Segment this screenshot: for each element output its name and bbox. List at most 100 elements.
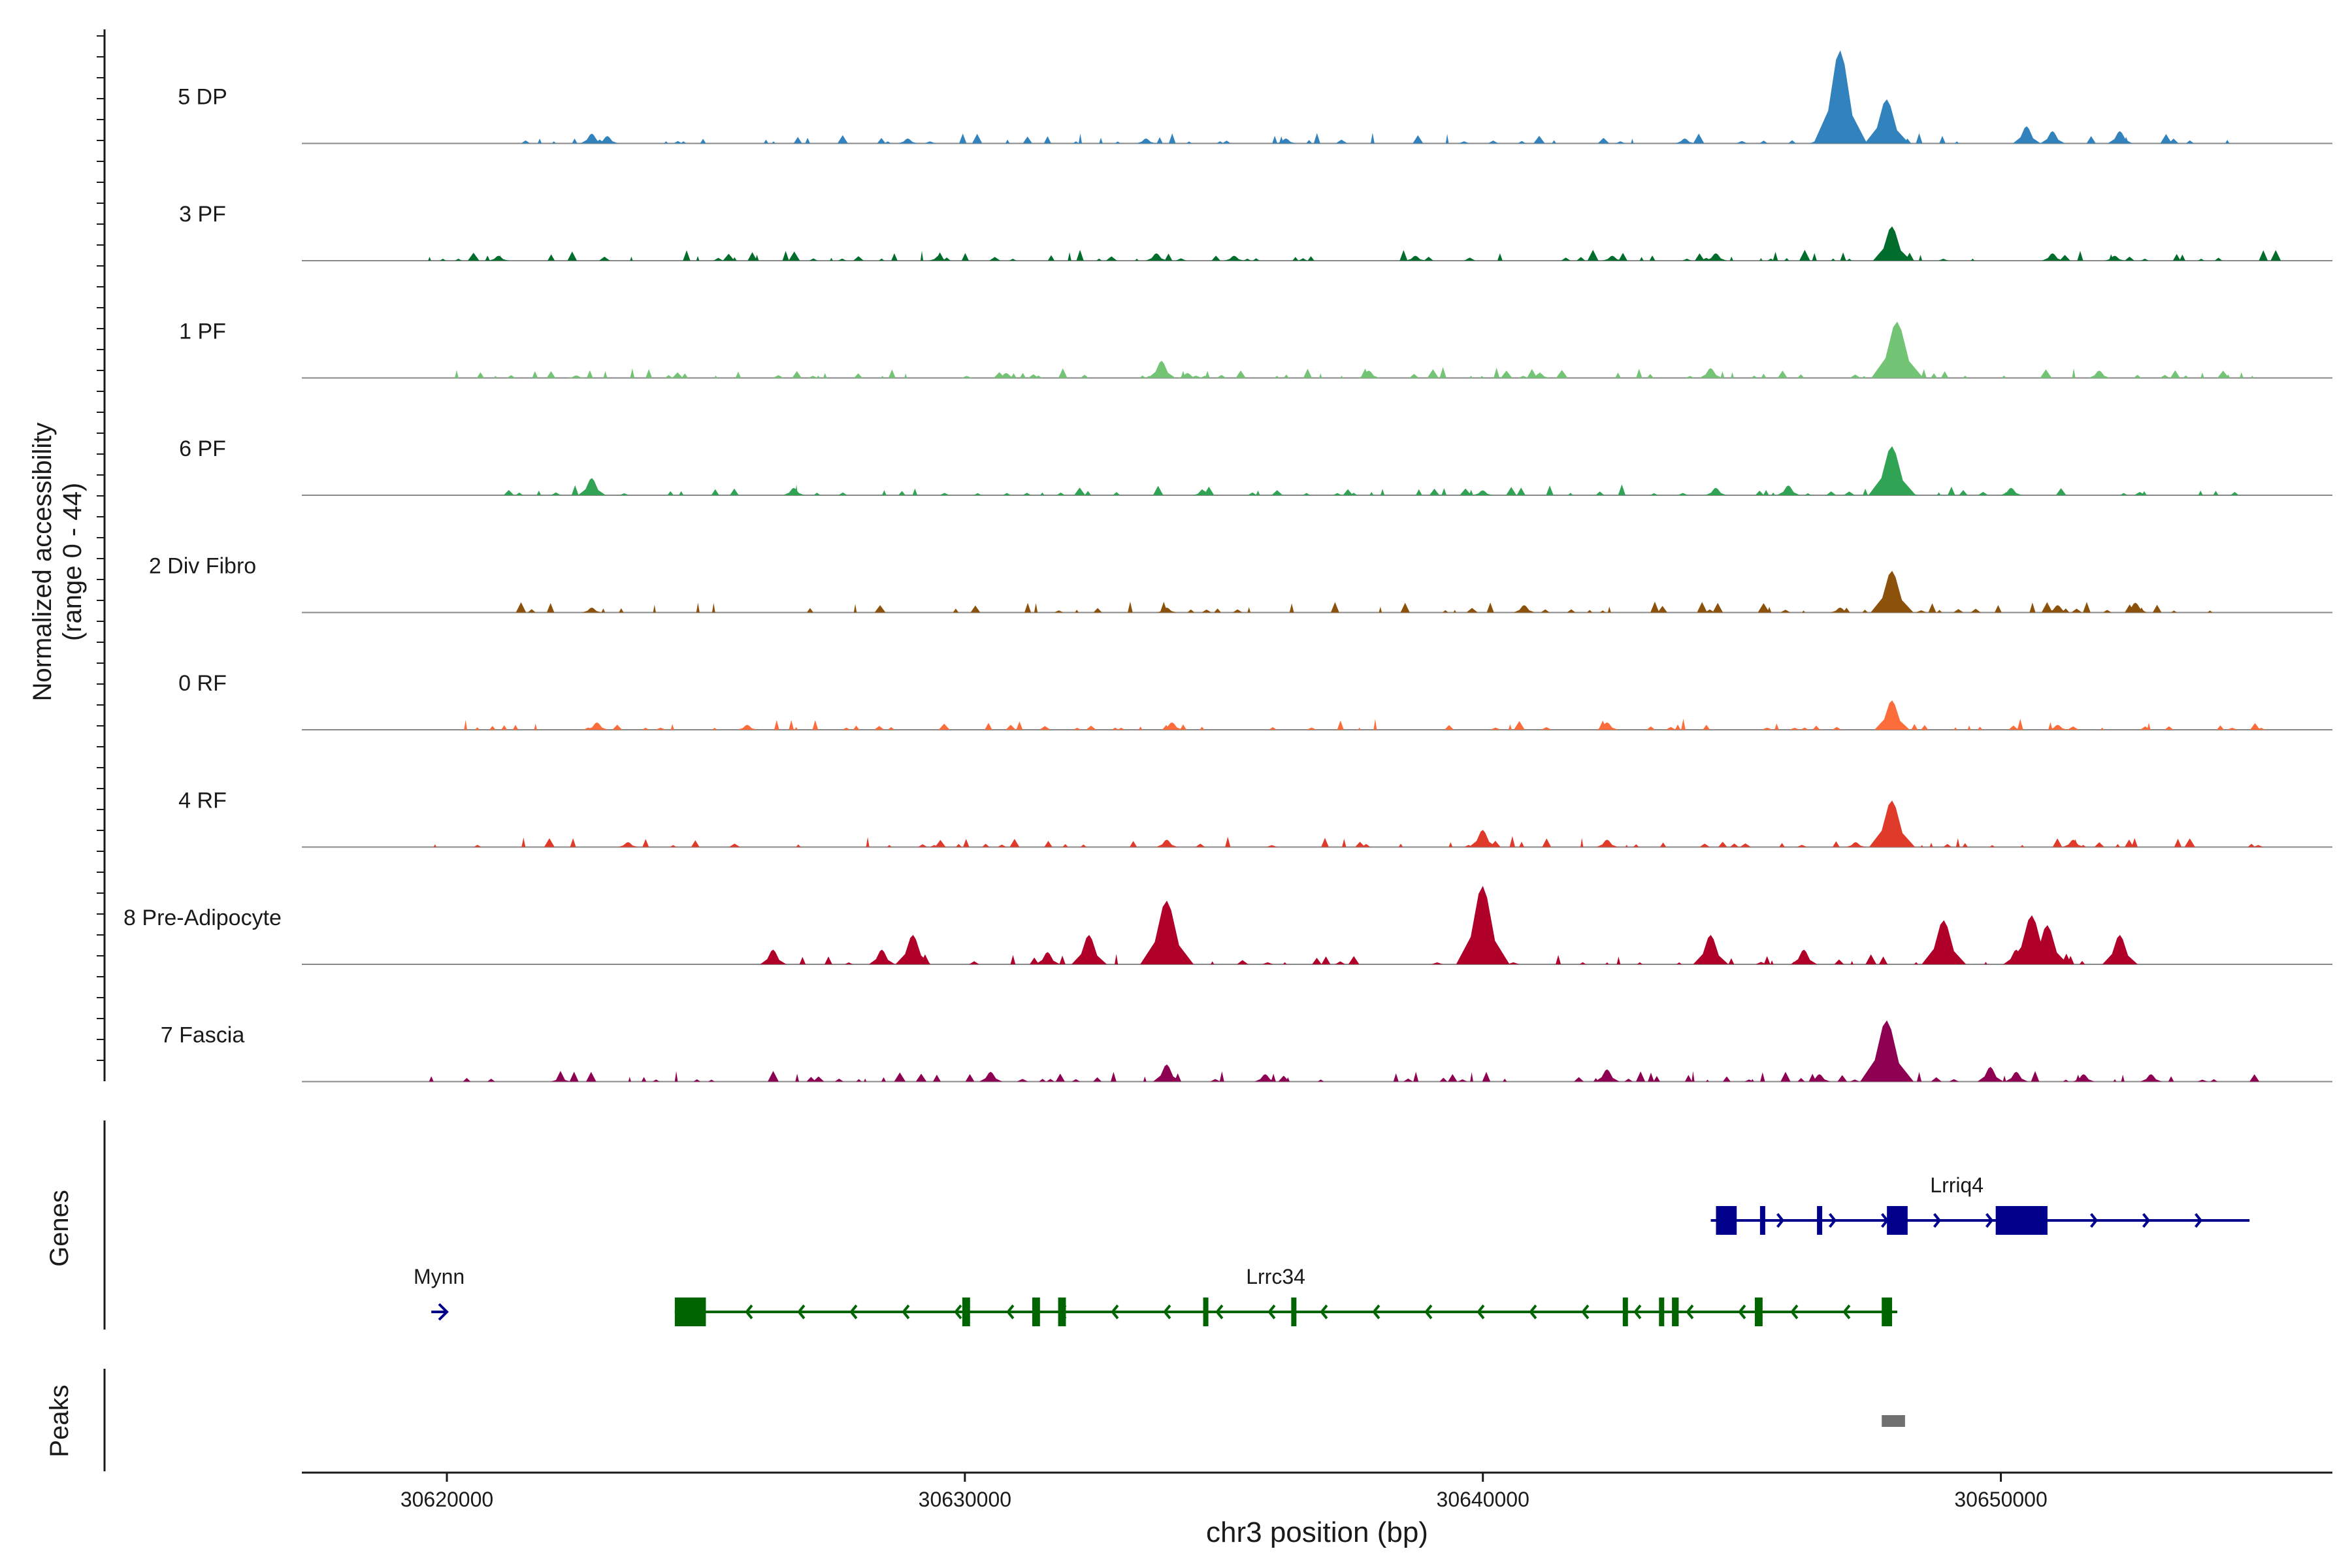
coverage-peak (1135, 139, 1156, 144)
exon (674, 1298, 706, 1326)
exon (1817, 1206, 1823, 1235)
coverage-peak (1874, 700, 1910, 730)
strand-arrow (954, 1304, 962, 1320)
coverage-peak (1224, 255, 1245, 261)
strand-arrow (1790, 1304, 1799, 1320)
strand-arrow (1267, 1304, 1276, 1320)
coverage-peak (2048, 725, 2068, 730)
strand-arrow (1738, 1304, 1746, 1320)
strand-arrow (438, 1303, 449, 1321)
strand-arrow (1477, 1304, 1485, 1320)
track-1 (302, 50, 2332, 144)
coverage-peak (979, 1071, 1003, 1082)
strand-arrow (797, 1304, 806, 1320)
track-label: 4 RF (178, 789, 227, 813)
strand-arrow (1163, 1304, 1171, 1320)
coverage-peak (1140, 900, 1194, 964)
gene-mynn: Mynn (414, 1265, 465, 1321)
coverage-tracks (302, 50, 2332, 1083)
track-7 (302, 800, 2332, 848)
coverage-noise (503, 484, 2240, 495)
exon (1995, 1206, 2048, 1235)
coverage-peak (488, 255, 509, 261)
coverage-peak (1529, 373, 1550, 378)
x-axis: 30620000 30630000 30640000 30650000 (302, 1471, 2332, 1511)
strand-arrow (1776, 1213, 1785, 1228)
x-axis-title: chr3 position (bp) (1206, 1516, 1428, 1548)
track-label: 8 Pre-Adipocyte (123, 906, 282, 930)
coverage-peak (2108, 131, 2132, 144)
coverage-peak (1674, 139, 1695, 144)
coverage-peak (1830, 608, 1851, 613)
exon (1622, 1298, 1628, 1326)
coverage-peak (1705, 253, 1727, 261)
coverage-peak (996, 373, 1017, 378)
coverage-peak (2027, 925, 2068, 964)
coverage-peak (2004, 1071, 2029, 1082)
y-axis-title-line2: (range 0 - 44) (58, 483, 87, 641)
strand-arrow (1985, 1213, 1994, 1228)
coverage-peak (1456, 886, 1510, 964)
coverage-peak (550, 1077, 571, 1082)
coverage-peak (1699, 368, 1723, 378)
coverage-peak (2140, 1074, 2163, 1082)
strand-arrow (1111, 1304, 1119, 1320)
coverage-peak (1473, 490, 1494, 495)
track-9 (302, 1020, 2332, 1083)
coverage-peak (1254, 1074, 1277, 1082)
coverage-peak (1791, 949, 1818, 964)
strand-arrow (1320, 1304, 1328, 1320)
strand-arrow (1686, 1304, 1694, 1320)
exon (1659, 1298, 1665, 1326)
coverage-peak (737, 725, 758, 730)
coverage-peak (1977, 1067, 2004, 1082)
coverage-peak (2104, 255, 2125, 261)
strand-arrow (1829, 1213, 1837, 1228)
coverage-peak (1513, 605, 1535, 613)
strand-arrow (849, 1304, 858, 1320)
coverage-peak (596, 136, 619, 144)
gene-lrriq4: Lrriq4 (1710, 1173, 2250, 1235)
track-3 (302, 321, 2332, 379)
track-label: 7 Fascia (161, 1023, 245, 1048)
coverage-peak (1705, 487, 1727, 495)
exon (1058, 1298, 1066, 1326)
strand-arrow (1842, 1304, 1851, 1320)
coverage-peak (2072, 1074, 2095, 1082)
coverage-peak (2047, 605, 2069, 613)
coverage-peak (1275, 139, 1296, 144)
coverage-peak (1161, 722, 1183, 730)
strand-arrow (1933, 1213, 1942, 1228)
coverage-noise (521, 133, 2230, 144)
coverage-peak (581, 608, 602, 613)
peaks-track (103, 1369, 1905, 1471)
strand-arrow (1215, 1304, 1224, 1320)
strand-arrow (1581, 1304, 1590, 1320)
coverage-peak (578, 478, 606, 495)
coverage-peak (783, 487, 805, 495)
coverage-peak (1156, 840, 1178, 847)
coverage-peak (1868, 446, 1916, 495)
coverage-peak (1871, 321, 1923, 378)
coverage-peak (1596, 840, 1618, 847)
coverage-peak (1035, 952, 1060, 964)
coverage-noise (455, 367, 2254, 378)
exon (1672, 1298, 1679, 1326)
coverage-peak (2088, 370, 2110, 378)
coverage-peak (2012, 126, 2041, 144)
coverage-peak (618, 842, 638, 847)
coverage-peak (1869, 800, 1916, 847)
y-axis-title-line1: Normalized accessibility (28, 423, 57, 702)
coverage-peak (1602, 255, 1623, 261)
track-label: 5 DP (178, 85, 227, 110)
strand-arrow (2195, 1213, 2203, 1228)
gene-label: Mynn (414, 1265, 465, 1288)
gene-label: Lrrc34 (1246, 1265, 1305, 1288)
coverage-peak (1870, 570, 1914, 613)
track-8 (302, 886, 2332, 965)
coverage-peak (1846, 842, 1867, 847)
coverage-peak (586, 722, 608, 730)
peaks-track-label: Peaks (45, 1384, 74, 1457)
coverage-noise (433, 836, 2264, 847)
